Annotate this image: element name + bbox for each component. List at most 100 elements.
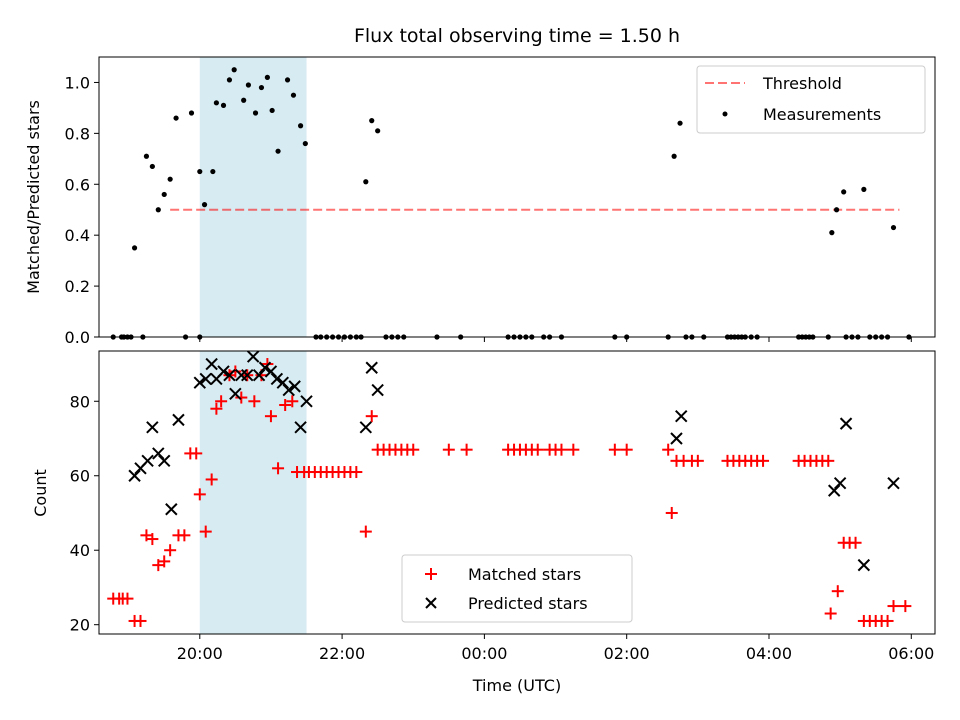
predicted-star-point bbox=[158, 454, 171, 468]
predicted-star-point bbox=[833, 476, 847, 490]
matched-star-point bbox=[831, 585, 844, 598]
measurement-point bbox=[829, 230, 835, 236]
matched-star-point bbox=[279, 398, 292, 411]
measurement-point bbox=[833, 207, 840, 213]
matched-star-point bbox=[691, 454, 704, 467]
matched-star-point bbox=[460, 443, 473, 456]
x-tick-label: 00:00 bbox=[461, 644, 507, 663]
legend-matched-label: Matched stars bbox=[468, 565, 581, 584]
x-tick-label: 20:00 bbox=[177, 644, 223, 663]
legend-threshold-label: Threshold bbox=[762, 74, 842, 93]
top-y-tick-label: 0.2 bbox=[65, 277, 90, 296]
chart-title: Flux total observing time = 1.50 h bbox=[354, 25, 680, 47]
predicted-star-point bbox=[241, 368, 254, 382]
measurement-point bbox=[861, 186, 867, 192]
matched-star-point bbox=[210, 402, 223, 415]
measurement-point bbox=[210, 168, 216, 175]
predicted-stars-points bbox=[128, 350, 900, 572]
legend-matched-swatch bbox=[425, 568, 437, 580]
top-y-tick-label: 0.0 bbox=[65, 328, 90, 347]
top-legend: Threshold Measurements bbox=[696, 65, 926, 134]
measurement-point bbox=[269, 107, 275, 114]
matched-star-point bbox=[822, 454, 835, 467]
measurement-point bbox=[302, 140, 308, 147]
predicted-star-point bbox=[282, 383, 295, 397]
bottom-y-tick-label: 60 bbox=[70, 467, 90, 486]
legend-measurements-label: Measurements bbox=[763, 105, 881, 124]
measurement-point bbox=[245, 82, 252, 88]
matched-star-point bbox=[899, 600, 912, 613]
predicted-star-point bbox=[371, 383, 384, 397]
predicted-star-point bbox=[365, 361, 378, 374]
legend-measurements-swatch bbox=[722, 111, 728, 117]
measurement-point bbox=[131, 245, 138, 251]
matched-star-point bbox=[881, 614, 894, 627]
measurement-point bbox=[220, 102, 227, 108]
top-y-axis: 0.0 0.2 0.4 0.6 0.8 1.0 bbox=[65, 73, 99, 347]
measurement-point bbox=[213, 100, 219, 106]
top-y-tick-label: 0.4 bbox=[65, 226, 90, 245]
top-plot-frame bbox=[98, 56, 936, 338]
measurement-point bbox=[841, 189, 847, 195]
measurement-point bbox=[890, 224, 897, 231]
matched-star-point bbox=[264, 410, 277, 423]
bottom-legend: Matched stars Predicted stars bbox=[401, 554, 633, 623]
matched-star-point bbox=[824, 607, 837, 620]
matched-star-point bbox=[442, 443, 455, 456]
matched-star-point bbox=[407, 443, 420, 456]
predicted-star-point bbox=[217, 365, 230, 378]
matched-star-point bbox=[215, 395, 228, 408]
matched-star-point bbox=[665, 506, 678, 519]
predicted-star-point bbox=[246, 350, 260, 363]
matched-star-point bbox=[887, 600, 900, 613]
measurement-point bbox=[143, 153, 150, 159]
measurement-point bbox=[155, 207, 161, 213]
measurement-point bbox=[258, 84, 265, 91]
predicted-star-point bbox=[887, 476, 900, 490]
bottom-x-axis: 20:00 22:00 00:00 02:00 04:00 06:00 bbox=[177, 634, 934, 663]
bottom-plot-frame bbox=[98, 350, 936, 635]
predicted-star-point bbox=[229, 387, 242, 401]
measurement-point bbox=[161, 191, 167, 198]
matched-star-point bbox=[286, 395, 299, 408]
matched-star-point bbox=[146, 533, 159, 546]
predicted-star-point bbox=[146, 421, 159, 434]
predicted-star-point bbox=[152, 447, 165, 460]
top-x-ticks bbox=[199, 337, 912, 342]
predicted-star-point bbox=[128, 469, 141, 482]
predicted-star-point bbox=[252, 368, 266, 382]
predicted-star-point bbox=[223, 368, 236, 382]
measurement-point bbox=[201, 202, 208, 208]
predicted-star-point bbox=[172, 413, 185, 427]
x-tick-label: 22:00 bbox=[319, 644, 365, 663]
matched-star-point bbox=[359, 525, 372, 538]
predicted-star-point bbox=[199, 372, 212, 386]
measurement-point bbox=[241, 97, 247, 103]
measurement-point bbox=[167, 176, 173, 182]
measurement-point bbox=[231, 67, 237, 73]
x-tick-label: 02:00 bbox=[604, 644, 650, 663]
matched-star-point bbox=[199, 525, 212, 538]
predicted-star-point bbox=[264, 365, 278, 378]
bottom-y-tick-label: 40 bbox=[70, 541, 90, 560]
bottom-y-tick-label: 80 bbox=[70, 392, 90, 411]
matched-star-point bbox=[567, 443, 580, 456]
matched-star-point bbox=[555, 443, 568, 456]
matched-star-point bbox=[272, 462, 285, 475]
top-y-tick-label: 0.6 bbox=[65, 175, 90, 194]
measurement-point bbox=[677, 120, 683, 126]
predicted-star-point bbox=[857, 558, 871, 572]
matched-star-point bbox=[164, 544, 177, 557]
top-panel: 0.0 0.2 0.4 0.6 0.8 1.0 Matched/Predicted sta… bbox=[24, 56, 936, 347]
matched-star-point bbox=[620, 443, 633, 456]
matched-star-point bbox=[531, 443, 544, 456]
matched-star-point bbox=[190, 447, 203, 460]
measurement-point bbox=[369, 118, 375, 124]
measurement-point bbox=[290, 92, 297, 98]
matched-star-point bbox=[662, 443, 675, 456]
measurement-point bbox=[275, 148, 281, 154]
matched-star-point bbox=[608, 443, 621, 456]
predicted-star-point bbox=[827, 484, 841, 497]
